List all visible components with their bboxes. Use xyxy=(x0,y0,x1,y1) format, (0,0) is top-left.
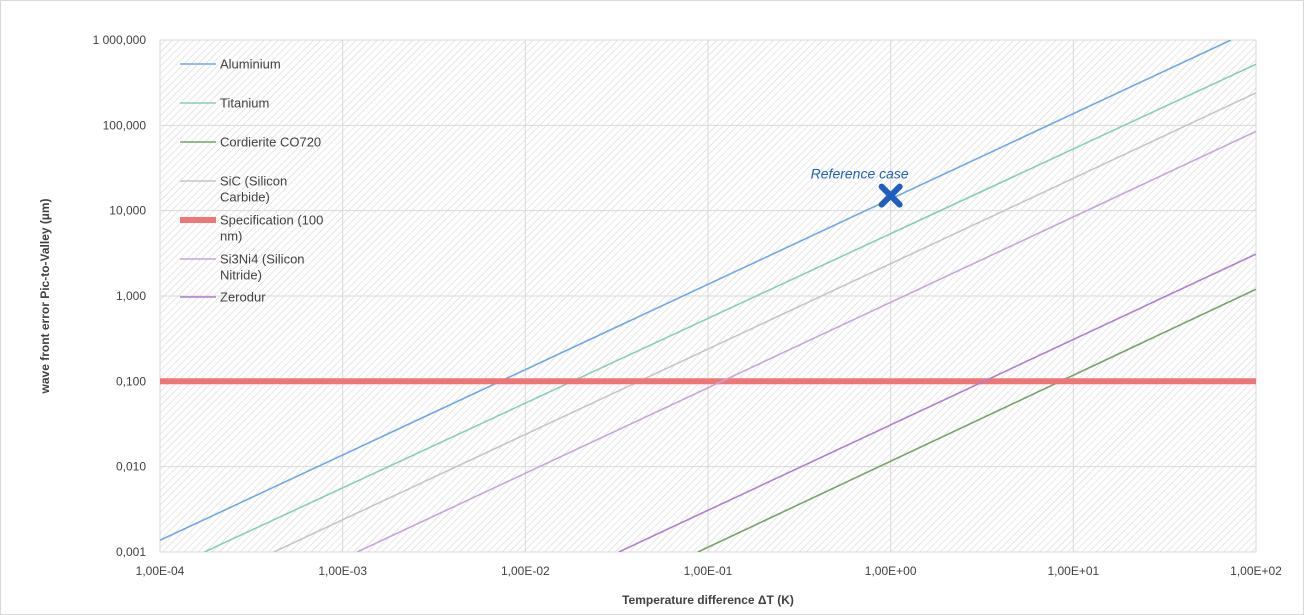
x-tick-label: 1,00E-02 xyxy=(501,564,550,578)
y-axis-ticks: 0,001 0,010 0,100 1,000 10,000 100,000 1 000,0… xyxy=(93,33,147,559)
x-tick-label: 1,00E-04 xyxy=(136,564,185,578)
y-tick-label: 1 000,000 xyxy=(93,33,147,47)
x-axis-title: Temperature difference ΔT (K) xyxy=(622,593,794,607)
series-line-aluminium xyxy=(160,40,1232,542)
series-line-titanium xyxy=(204,63,1256,552)
legend: Aluminium Titanium Cordierite CO720 SiC (Si… xyxy=(180,57,323,305)
y-tick-label: 100,000 xyxy=(103,118,147,132)
series-lines xyxy=(160,40,1256,552)
y-tick-label: 1,000 xyxy=(116,289,146,303)
annotations: Reference case xyxy=(811,166,909,208)
y-tick-label: 0,001 xyxy=(116,545,146,559)
annotation-label: Reference case xyxy=(811,166,909,182)
x-tick-label: 1,00E+01 xyxy=(1047,564,1099,578)
legend-label-titanium: Titanium xyxy=(220,96,269,111)
series-line-sic-silicon-carbide xyxy=(273,92,1256,552)
x-tick-label: 1,00E+02 xyxy=(1230,564,1282,578)
series-line-cordierite-co720 xyxy=(697,288,1256,552)
reference-case-marker xyxy=(878,183,903,208)
y-tick-label: 10,000 xyxy=(109,204,146,218)
x-tick-label: 1,00E-03 xyxy=(318,564,367,578)
series-line-zerodur xyxy=(618,253,1256,552)
legend-label-specification-100-nm: Specification (100 nm) xyxy=(220,213,323,244)
y-axis-title: wave front error Pic-to-Valley (µm) xyxy=(38,199,52,395)
legend-label-cordierite-co720: Cordierite CO720 xyxy=(220,135,321,150)
x-tick-label: 1,00E+00 xyxy=(865,564,917,578)
legend-label-si3ni4-silicon-nitride: Si3Ni4 (Silicon Nitride) xyxy=(220,252,305,283)
legend-label-zerodur: Zerodur xyxy=(220,290,266,305)
y-tick-label: 0,010 xyxy=(116,460,146,474)
legend-label-sic-silicon-carbide: SiC (Silicon Carbide) xyxy=(220,174,287,205)
legend-label-aluminium: Aluminium xyxy=(220,57,281,72)
x-tick-label: 1,00E-01 xyxy=(684,564,733,578)
x-axis-ticks: 1,00E-04 1,00E-03 1,00E-02 1,00E-01 1,00E+00… xyxy=(136,564,1283,578)
series-line-si3ni4-silicon-nitride xyxy=(356,130,1256,552)
y-tick-label: 0,100 xyxy=(116,374,146,388)
